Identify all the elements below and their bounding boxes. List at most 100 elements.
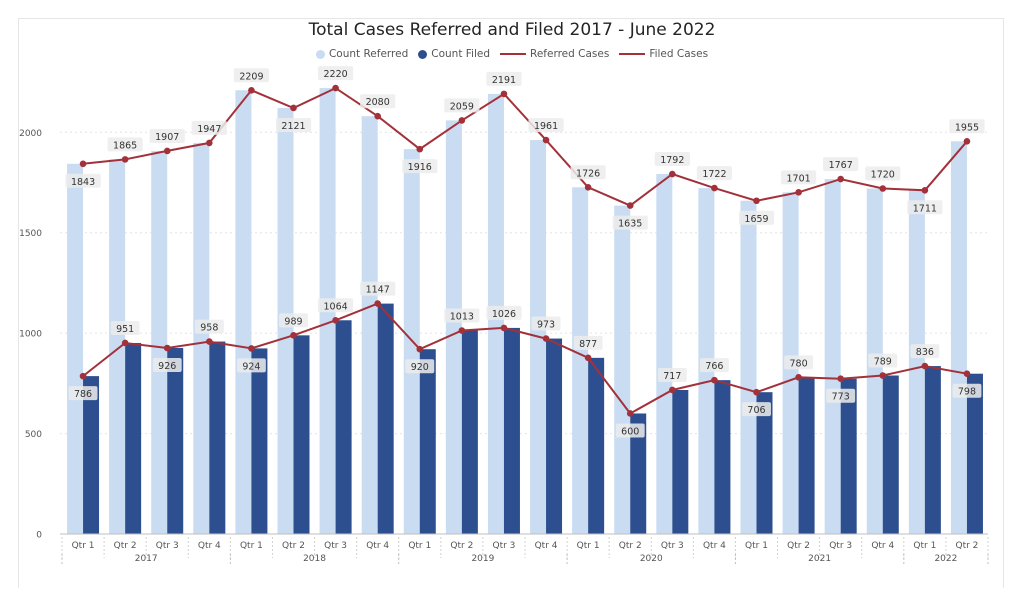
filed-cases-line: [82, 302, 968, 415]
filed-cases-label: 920: [411, 362, 429, 373]
y-tick-label: 500: [25, 430, 42, 440]
filed-cases-label-bg: [615, 423, 645, 438]
referred-cases-point: [542, 136, 550, 144]
filed-cases-label-bg: [152, 357, 182, 372]
referred-cases-label: 2191: [492, 75, 516, 86]
filed-cases-label-bg: [405, 359, 435, 374]
filed-cases-label-bg: [910, 344, 940, 359]
legend-swatch-count-referred: [315, 49, 325, 59]
filed-cases-label: 877: [579, 339, 597, 350]
legend-label-filed-cases: Filed Cases: [649, 48, 709, 60]
legend-item-count-filed[interactable]: Count Filed: [418, 48, 490, 60]
referred-cases-label-bg: [696, 166, 733, 181]
referred-cases-point: [163, 147, 171, 155]
filed-cases-label-bg: [742, 402, 771, 417]
x-group-label: 2020: [640, 554, 663, 564]
legend-item-referred-cases[interactable]: Referred Cases: [500, 48, 609, 60]
filed-cases-label-bg: [279, 313, 308, 328]
bar-count-filed: [882, 375, 899, 534]
filed-cases-label-bg: [236, 358, 266, 373]
legend-item-filed-cases[interactable]: Filed Cases: [619, 48, 708, 60]
referred-cases-label-bg: [275, 117, 312, 132]
x-tick-label: Qtr 1: [577, 541, 600, 551]
referred-cases-label-bg: [528, 118, 564, 133]
referred-cases-label: 1701: [786, 173, 810, 184]
bar-count-referred: [824, 179, 841, 534]
referred-cases-point: [374, 112, 381, 120]
bar-count-referred: [950, 141, 967, 535]
referred-cases-point: [332, 84, 339, 92]
referred-cases-label-bg: [654, 152, 690, 167]
x-group-label: 2021: [808, 554, 831, 564]
x-tick-label: Qtr 4: [366, 541, 389, 551]
filed-cases-point: [416, 345, 424, 353]
bar-count-filed: [840, 378, 857, 534]
referred-cases-label: 1722: [702, 169, 726, 180]
referred-cases-label: 1843: [71, 177, 95, 188]
referred-cases-label: 2080: [366, 97, 390, 108]
filed-cases-point: [879, 372, 887, 379]
filed-cases-label: 766: [705, 361, 723, 372]
referred-cases-label-bg: [486, 71, 522, 86]
referred-cases-point: [711, 184, 718, 192]
filed-cases-label-bg: [110, 320, 140, 335]
bar-count-referred: [235, 90, 252, 535]
referred-cases-label: 1916: [408, 162, 432, 173]
x-group-label: 2017: [135, 554, 158, 564]
filed-cases-label: 973: [537, 320, 555, 331]
bar-count-referred: [151, 150, 168, 534]
referred-cases-label-bg: [865, 166, 901, 181]
x-tick-label: Qtr 1: [408, 541, 431, 551]
bar-count-referred: [361, 116, 378, 534]
x-tick-label: Qtr 3: [156, 541, 179, 551]
filed-cases-label: 1147: [366, 285, 390, 296]
bar-count-filed: [293, 335, 310, 534]
bar-count-referred: [67, 163, 84, 534]
filed-cases-label: 600: [621, 426, 639, 437]
bar-count-filed: [756, 392, 773, 534]
filed-cases-label: 798: [958, 387, 976, 398]
referred-cases-label-bg: [612, 215, 648, 230]
legend-label-referred-cases: Referred Cases: [530, 48, 610, 60]
referred-cases-label-bg: [65, 173, 101, 188]
filed-cases-label-bg: [486, 305, 522, 320]
referred-cases-label-bg: [317, 66, 354, 81]
bar-count-referred: [193, 142, 210, 534]
legend-item-count-referred[interactable]: Count Referred: [315, 48, 408, 60]
filed-cases-point: [500, 324, 508, 332]
bar-count-filed: [419, 349, 436, 534]
referred-cases-label-bg: [570, 165, 606, 180]
x-tick-label: Qtr 2: [450, 541, 473, 551]
referred-cases-point: [79, 160, 87, 168]
x-tick-label: Qtr 2: [956, 541, 979, 551]
filed-cases-label-bg: [68, 386, 98, 401]
referred-cases-label: 1720: [871, 170, 895, 181]
filed-cases-label: 989: [284, 316, 302, 327]
filed-cases-point: [963, 370, 971, 378]
referred-cases-point: [795, 189, 802, 196]
filed-cases-label: 926: [158, 361, 176, 372]
filed-cases-point: [753, 388, 760, 396]
bar-count-filed: [798, 377, 815, 534]
x-tick-label: Qtr 3: [661, 541, 684, 551]
filed-cases-label: 1064: [323, 301, 347, 312]
x-group-label: 2018: [303, 554, 326, 564]
filed-cases-point: [584, 354, 592, 362]
x-group-label: 2022: [934, 554, 957, 564]
x-tick-label: Qtr 4: [703, 541, 726, 551]
filed-cases-label-bg: [657, 367, 687, 382]
legend-swatch-referred-cases: [500, 53, 527, 55]
referred-cases-label: 1726: [576, 168, 600, 179]
referred-cases-point: [206, 139, 213, 147]
referred-cases-point: [248, 86, 255, 94]
x-tick-label: Qtr 3: [493, 541, 516, 551]
legend-label-count-filed: Count Filed: [431, 48, 491, 60]
filed-cases-label-bg: [573, 335, 603, 350]
bar-count-referred: [109, 159, 126, 534]
referred-cases-label-bg: [191, 120, 227, 135]
filed-cases-point: [795, 374, 802, 381]
referred-cases-label-bg: [780, 170, 817, 185]
referred-cases-point: [753, 197, 760, 205]
filed-cases-label: 773: [832, 392, 850, 403]
